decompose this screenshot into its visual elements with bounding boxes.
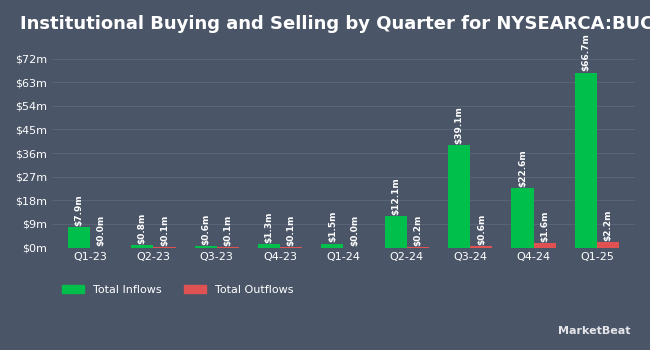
- Text: $0.1m: $0.1m: [160, 215, 169, 246]
- Bar: [258, 244, 280, 247]
- Text: $0.0m: $0.0m: [97, 215, 105, 246]
- Bar: [321, 244, 343, 247]
- Bar: [385, 216, 407, 247]
- Text: $1.3m: $1.3m: [265, 211, 274, 243]
- Bar: [68, 227, 90, 247]
- Bar: [512, 188, 534, 247]
- Text: $22.6m: $22.6m: [518, 149, 527, 187]
- Bar: [470, 246, 493, 247]
- Text: MarketBeat: MarketBeat: [558, 326, 630, 336]
- Text: $0.6m: $0.6m: [201, 214, 210, 245]
- Text: $0.1m: $0.1m: [224, 215, 232, 246]
- Text: $39.1m: $39.1m: [454, 106, 463, 144]
- Legend: Total Inflows, Total Outflows: Total Inflows, Total Outflows: [58, 280, 298, 299]
- Bar: [597, 242, 619, 247]
- Text: $0.0m: $0.0m: [350, 215, 359, 246]
- Text: $1.6m: $1.6m: [540, 211, 549, 242]
- Text: $12.1m: $12.1m: [391, 177, 400, 215]
- Bar: [194, 246, 216, 247]
- Text: $0.8m: $0.8m: [138, 213, 147, 244]
- Text: $0.6m: $0.6m: [477, 214, 486, 245]
- Text: $1.5m: $1.5m: [328, 211, 337, 242]
- Bar: [131, 245, 153, 247]
- Text: $66.7m: $66.7m: [581, 33, 590, 71]
- Text: $0.1m: $0.1m: [287, 215, 296, 246]
- Title: Institutional Buying and Selling by Quarter for NYSEARCA:BUCK: Institutional Buying and Selling by Quar…: [20, 15, 650, 33]
- Text: $0.2m: $0.2m: [413, 215, 423, 246]
- Text: $7.9m: $7.9m: [74, 194, 83, 225]
- Bar: [575, 72, 597, 247]
- Bar: [448, 145, 470, 247]
- Text: $2.2m: $2.2m: [604, 209, 612, 240]
- Bar: [534, 243, 556, 247]
